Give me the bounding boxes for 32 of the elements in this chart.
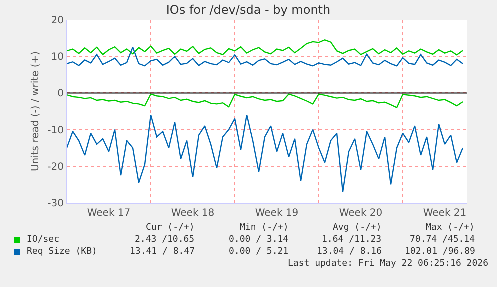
y-tick-label: -30 [48, 198, 64, 210]
x-tick-label: Week 17 [87, 208, 131, 219]
text: 0.00 / 5.21 [229, 247, 289, 257]
text: Max (-/+) [426, 223, 475, 233]
x-tick-label: Week 19 [255, 208, 299, 219]
y-tick-label: -10 [48, 125, 64, 136]
chart-title: IOs for /dev/sda - by month [166, 3, 331, 18]
text: 13.41 / 8.47 [130, 247, 196, 257]
text: Min (-/+) [240, 223, 289, 233]
text: 102.01 /96.89 [405, 247, 476, 257]
text: 13.04 / 8.16 [317, 247, 382, 257]
line-series [67, 114, 464, 193]
x-tick-label: Week 18 [171, 208, 215, 219]
text: Last update: Fri May 22 06:25:16 2026 [288, 259, 488, 269]
y-axis-title: Units read (-) / write (+) [30, 51, 42, 172]
text: 0.00 / 3.14 [229, 235, 289, 245]
line-series [67, 40, 464, 56]
text: Cur (-/+) [146, 223, 195, 233]
legend-label: IO/sec [27, 235, 60, 245]
y-tick-label: 20 [51, 16, 64, 26]
text: 70.74 /45.14 [410, 235, 476, 245]
line-series [67, 94, 464, 108]
y-tick-label: 10 [51, 52, 64, 64]
line-series [67, 46, 464, 67]
x-tick-label: Week 21 [423, 208, 467, 219]
x-tick-label: Week 20 [339, 208, 383, 219]
y-tick-label: -20 [48, 162, 64, 173]
text: 2.43 /10.65 [135, 235, 195, 245]
text: 1.64 /11.23 [322, 235, 382, 245]
y-tick-label: 0 [58, 88, 64, 100]
legend-label: Req Size (KB) [27, 247, 98, 257]
text: Avg (-/+) [333, 223, 382, 233]
